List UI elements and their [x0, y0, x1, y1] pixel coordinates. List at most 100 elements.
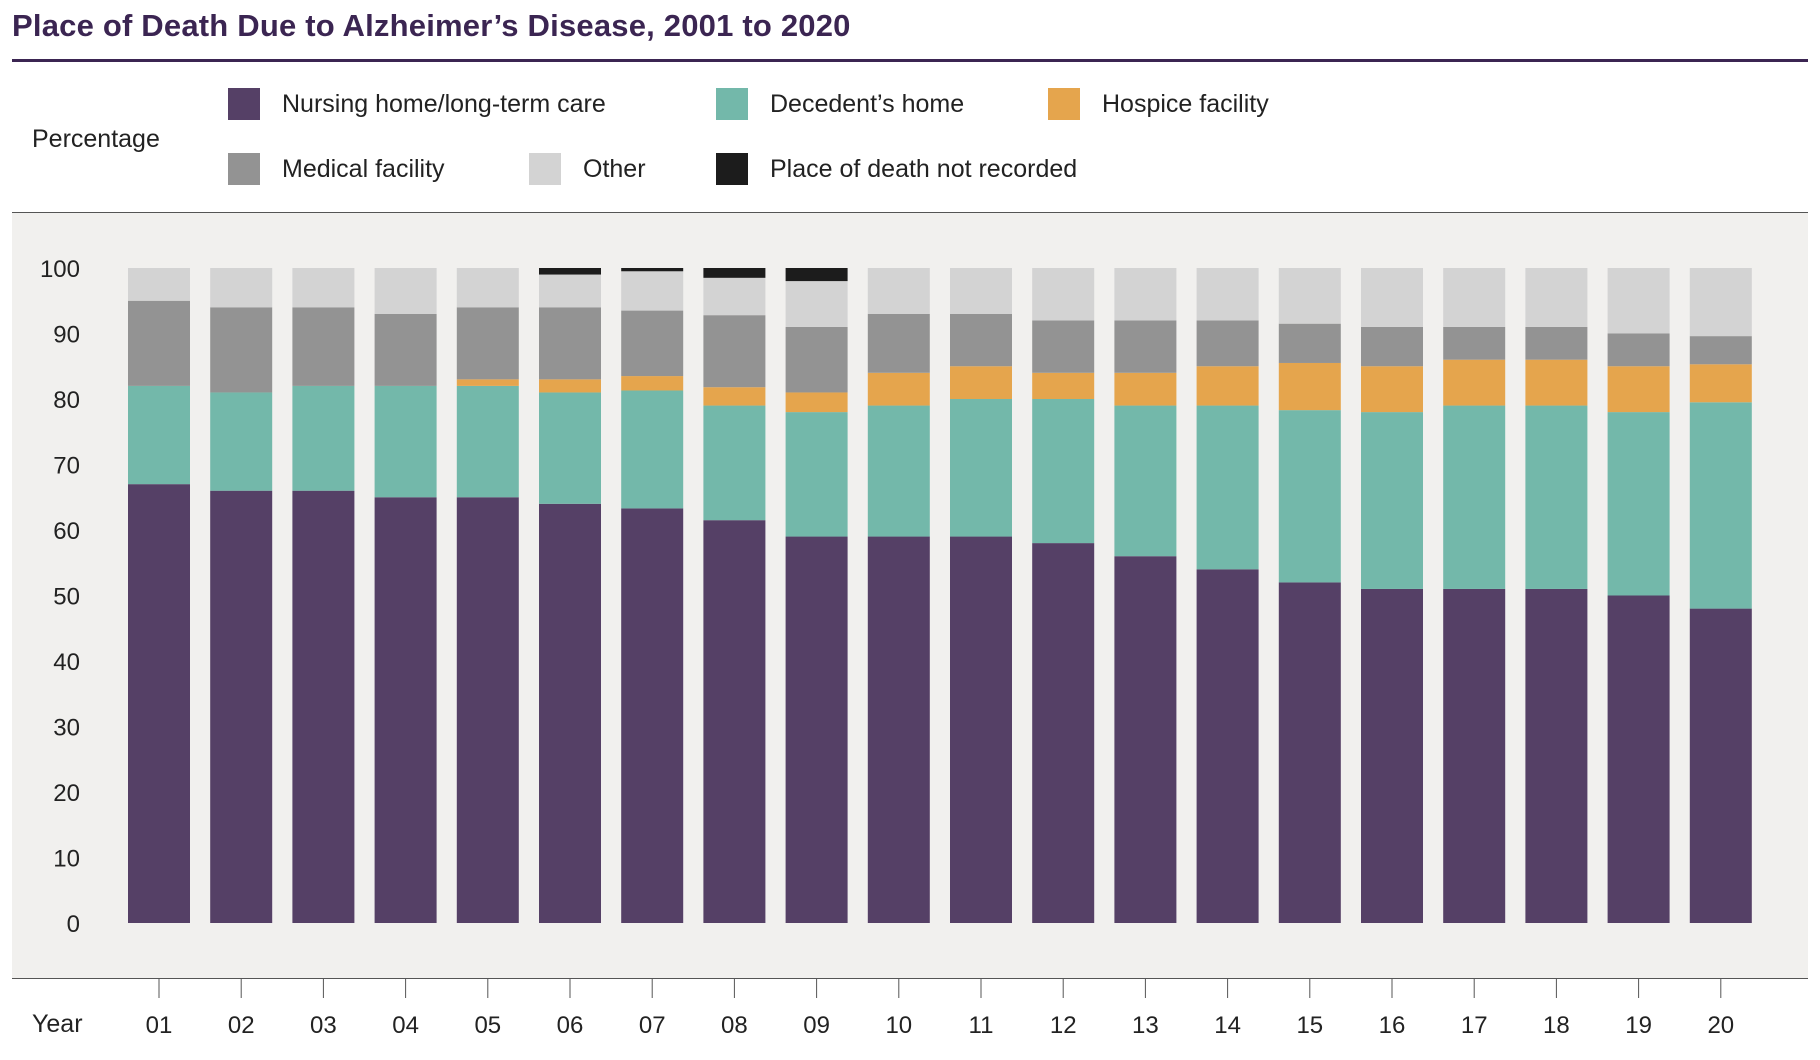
bar-segment — [1114, 320, 1177, 373]
bar-segment — [1278, 410, 1341, 583]
x-tick-label: 17 — [1461, 1012, 1488, 1039]
chart-title: Place of Death Due to Alzheimer’s Diseas… — [12, 8, 851, 43]
bar-segment — [1196, 569, 1259, 923]
x-tick-label: 05 — [474, 1012, 501, 1039]
bar-segment — [1689, 268, 1752, 337]
bar-segment — [539, 503, 601, 923]
legend-label: Medical facility — [282, 154, 445, 183]
bar-segment — [1443, 588, 1506, 923]
bar-segment — [867, 372, 930, 406]
legend-label: Nursing home/long-term care — [282, 89, 606, 118]
bar-segment — [1361, 268, 1423, 327]
bar-segment — [1443, 359, 1506, 406]
x-tick-label: 11 — [969, 1012, 994, 1039]
x-tick-label: 07 — [639, 1012, 666, 1039]
x-tick-label: 09 — [803, 1012, 830, 1039]
legend-label: Decedent’s home — [770, 89, 965, 118]
x-tick-label: 16 — [1379, 1012, 1406, 1039]
bar-segment — [621, 376, 684, 391]
bar-segment — [1278, 323, 1341, 363]
bar-segment — [1196, 268, 1259, 321]
bar-segment — [1196, 320, 1259, 367]
x-tick-label: 08 — [721, 1012, 748, 1039]
x-tick-label: 10 — [885, 1012, 912, 1039]
bar-segment — [1196, 366, 1259, 406]
bar-segment — [867, 405, 930, 537]
bar-segment — [1525, 326, 1588, 360]
x-tick-label: 19 — [1625, 1012, 1652, 1039]
y-tick-label: 20 — [53, 780, 80, 807]
title-rule — [12, 59, 1808, 62]
bar-segment — [1196, 405, 1259, 570]
y-axis-label: Percentage — [32, 125, 160, 153]
bar-segment — [210, 268, 273, 308]
bar-segment — [1443, 326, 1506, 360]
bar-segment — [785, 392, 848, 413]
bar-segment — [1607, 366, 1670, 413]
x-tick-label: 03 — [310, 1012, 337, 1039]
bar-segment — [1689, 336, 1752, 365]
x-tick-label: 12 — [1050, 1012, 1077, 1039]
bar-segment — [292, 307, 355, 386]
bar-segment — [1032, 372, 1095, 399]
bar-segment — [1525, 268, 1588, 327]
legend-swatch — [1048, 88, 1080, 120]
bar-segment — [539, 379, 601, 393]
bar-segment — [1443, 405, 1506, 589]
y-tick-label: 90 — [53, 322, 80, 349]
plot-bottom-rule — [12, 978, 1808, 979]
legend-item-nursing-home: Nursing home/long-term care — [228, 87, 606, 121]
bar-segment — [1689, 364, 1752, 403]
bar-segment — [703, 387, 766, 406]
y-tick-label: 50 — [53, 584, 80, 611]
bar-segment — [950, 268, 1012, 314]
bar-segment — [703, 520, 766, 923]
bar-segment — [456, 268, 519, 308]
bar-segment — [950, 399, 1012, 537]
bar-segment — [539, 268, 601, 275]
bar-segment — [1607, 333, 1670, 367]
bar-segment — [1361, 326, 1423, 367]
legend-item-decedents-home: Decedent’s home — [716, 87, 964, 121]
bar-segment — [1278, 362, 1341, 411]
legend-swatch — [716, 153, 748, 185]
x-tick-label: 18 — [1543, 1012, 1570, 1039]
y-tick-label: 70 — [53, 453, 80, 480]
bar-segment — [1032, 399, 1095, 544]
bar-segment — [1114, 556, 1177, 923]
bar-segment — [703, 405, 766, 521]
bar-segment — [1361, 412, 1423, 589]
legend-item-not-recorded: Place of death not recorded — [716, 152, 1077, 186]
x-tick-label: 01 — [146, 1012, 173, 1039]
bar-segment — [1689, 608, 1752, 923]
legend-label: Other — [583, 154, 646, 183]
bar-segment — [621, 310, 684, 377]
legend-label: Place of death not recorded — [770, 154, 1078, 183]
bar-segment — [1032, 320, 1095, 373]
bar-segment — [703, 268, 766, 278]
bar-segment — [1278, 268, 1341, 324]
x-tick-label: 02 — [228, 1012, 255, 1039]
bar-segment — [1525, 405, 1588, 589]
y-tick-label: 10 — [53, 846, 80, 873]
bar-segment — [1278, 582, 1341, 923]
legend-item-medical-facility: Medical facility — [228, 152, 445, 186]
bar-segment — [1361, 588, 1423, 923]
bar-segment — [374, 268, 437, 314]
y-tick-label: 80 — [53, 387, 80, 414]
bar-segment — [128, 484, 190, 923]
bar-segment — [374, 497, 437, 923]
bar-segment — [785, 536, 848, 923]
bar-segment — [128, 300, 190, 386]
bar-segment — [950, 366, 1012, 399]
bar-segment — [210, 490, 273, 923]
y-tick-label: 100 — [40, 256, 80, 283]
bar-segment — [1607, 412, 1670, 596]
y-tick-label: 0 — [67, 911, 80, 938]
bar-segment — [1607, 268, 1670, 334]
bar-segment — [1114, 268, 1177, 321]
y-tick-label: 30 — [53, 715, 80, 742]
bar-segment — [456, 307, 519, 380]
bar-segment — [621, 508, 684, 923]
